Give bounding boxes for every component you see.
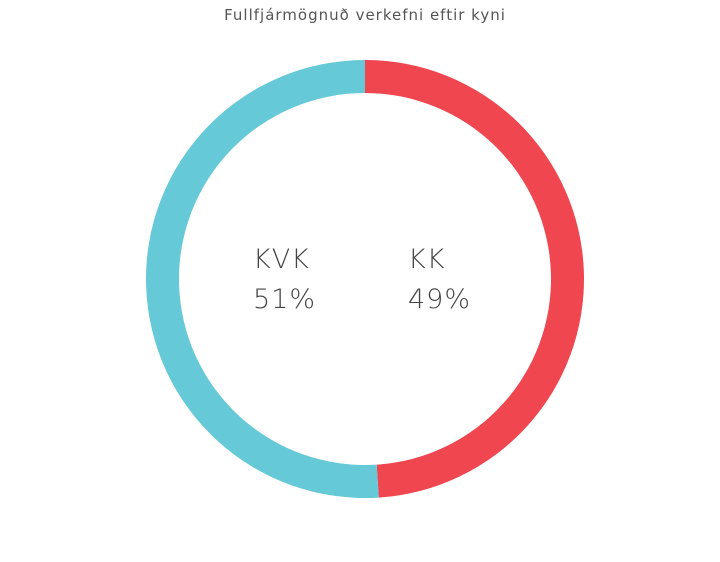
- slice-label: KK: [408, 244, 445, 275]
- chart-title: Fullfjármögnuð verkefni eftir kyni: [224, 6, 506, 24]
- donut-slice: [145, 60, 379, 498]
- slice-value: 51%: [253, 284, 316, 315]
- donut-slice: [365, 60, 584, 498]
- slice-value: 49%: [408, 284, 471, 315]
- slice-label: KVK: [253, 244, 310, 275]
